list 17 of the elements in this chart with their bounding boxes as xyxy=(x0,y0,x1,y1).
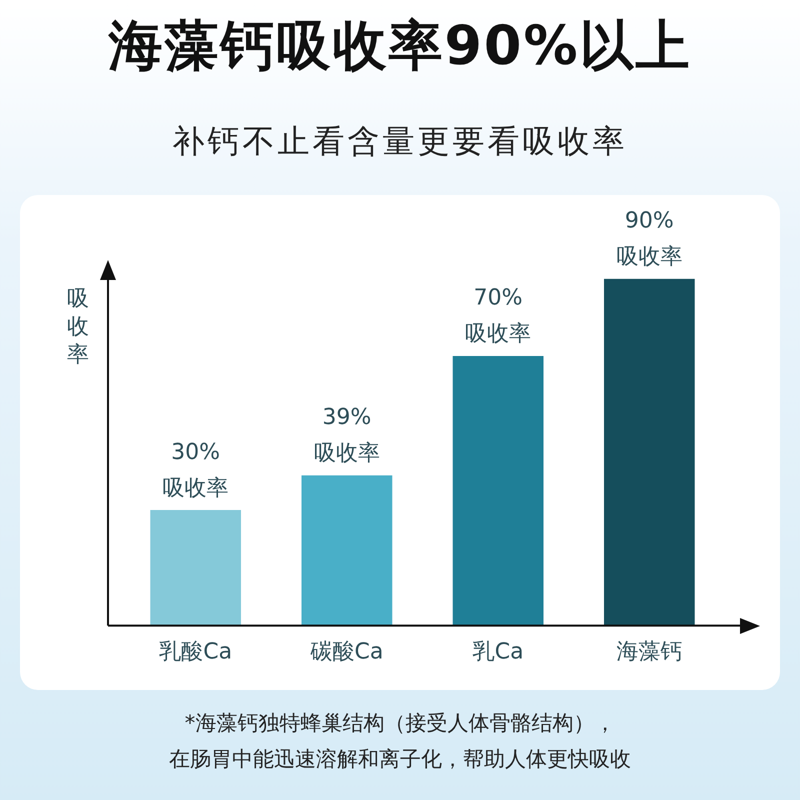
bar xyxy=(302,475,392,626)
bar xyxy=(452,356,544,626)
y-axis-title: 吸收率 xyxy=(67,286,89,368)
data-label: 30% 吸收率 xyxy=(162,440,229,501)
x-tick-label: 乳酸Ca xyxy=(159,640,232,665)
x-tick-label: 海藻钙 xyxy=(616,640,682,665)
data-label: 70% 吸收率 xyxy=(465,286,532,347)
chart-subtitle: 补钙不止看含量更要看吸收率 xyxy=(172,121,628,162)
data-label: 39% 吸收率 xyxy=(314,405,380,466)
data-label: 90% 吸收率 xyxy=(616,208,682,270)
text: 在肠胃中能迅速溶解和离子化，帮助人体更快吸收 xyxy=(168,746,632,773)
x-tick-label: 碳酸Ca xyxy=(309,640,384,665)
bar xyxy=(150,510,241,626)
text: *海藻钙独特蜂巢结构（接受人体骨骼结构）， xyxy=(184,710,616,737)
x-tick-label: 乳Ca xyxy=(472,640,524,665)
bar xyxy=(604,278,695,626)
chart-title: 海藻钙吸收率90%以上 xyxy=(107,13,693,79)
